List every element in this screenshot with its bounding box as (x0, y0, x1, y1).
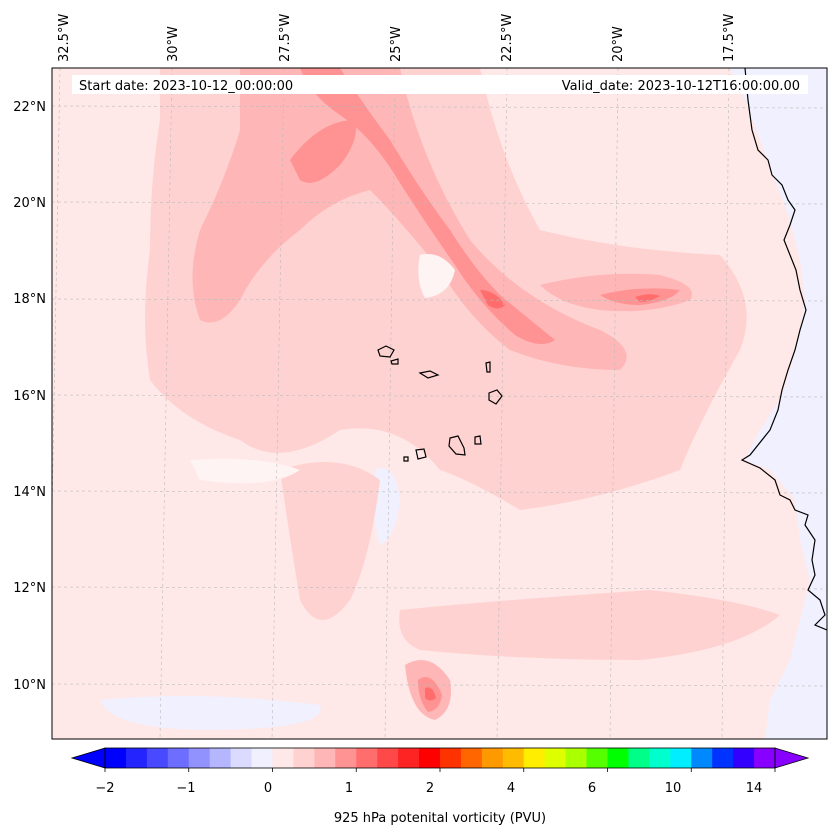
start-date-label: Start date: 2023-10-12_00:00:00 (79, 79, 293, 94)
pv-peak-east (635, 294, 660, 302)
colorbar-cell (272, 748, 294, 768)
longitude-labels: 32.5°W 30°W 27.5°W 25°W 22.5°W 20°W 17.5… (57, 14, 737, 62)
colorbar-cell (314, 748, 336, 768)
pv-peak-south (425, 687, 436, 701)
colorbar-cell (544, 748, 567, 768)
colorbar-cell (398, 748, 420, 768)
lon-label: 22.5°W (500, 14, 515, 62)
colorbar-cell (188, 748, 211, 768)
colorbar-cell (523, 748, 546, 768)
colorbar-cell (628, 748, 650, 768)
colorbar-tick-label: −2 (95, 781, 114, 796)
colorbar-extend-max-arrow (774, 747, 810, 769)
lon-label: 20°W (611, 26, 626, 62)
pv-strong-band-core (290, 120, 356, 183)
colorbar-title: 925 hPa potenital vorticity (PVU) (334, 811, 546, 826)
valid-date-label: Valid_date: 2023-10-12T16:00:00.00 (562, 79, 800, 94)
colorbar-cell (440, 748, 462, 768)
colorbar-cell (419, 748, 441, 768)
colorbar-cells (105, 748, 776, 768)
pv-gap-2 (190, 458, 300, 484)
lon-label: 17.5°W (722, 14, 737, 62)
pv-strong-band (300, 68, 555, 344)
pv-gap (418, 254, 455, 298)
colorbar-cell (356, 748, 378, 768)
colorbar-cell (167, 748, 190, 768)
island-sal (485, 361, 491, 373)
coastline-africa (740, 68, 827, 631)
colorbar-cell (460, 748, 483, 768)
colorbar-cell (586, 748, 608, 768)
island-brava (403, 456, 409, 462)
island-santo-antao (377, 345, 395, 358)
lat-label: 22°N (13, 100, 46, 115)
colorbar: −2 −1 0 1 2 4 6 10 14 925 hPa potenital … (70, 747, 810, 826)
colorbar-tick-label: 2 (426, 781, 434, 796)
graticule (52, 68, 827, 739)
island-santiago (448, 435, 466, 456)
map-panel (52, 68, 827, 739)
pv-negative-patch-2 (373, 468, 400, 545)
island-sao-vicente (390, 358, 399, 365)
colorbar-cell (670, 748, 692, 768)
pv-peak (480, 290, 505, 309)
lat-label: 18°N (13, 292, 46, 307)
island-maio (474, 435, 482, 445)
lat-label: 10°N (13, 678, 46, 693)
colorbar-tick-label: 0 (264, 781, 272, 796)
colorbar-cell (146, 748, 169, 768)
lat-label: 20°N (13, 196, 46, 211)
colorbar-tick-label: 10 (665, 781, 682, 796)
colorbar-cell (691, 748, 713, 768)
pv-light-band-south (280, 462, 380, 620)
island-boa-vista (488, 389, 503, 405)
colorbar-cell (125, 748, 148, 768)
colorbar-tick-label: 14 (746, 781, 763, 796)
lon-label: 25°W (389, 26, 404, 62)
pv-light-band-lower (399, 590, 780, 660)
colorbar-cell (293, 748, 315, 768)
colorbar-cell (607, 748, 629, 768)
colorbar-cell (335, 748, 357, 768)
pv-negative-land-area (730, 68, 827, 739)
colorbar-cell (733, 748, 755, 768)
lon-label: 30°W (166, 26, 181, 62)
colorbar-cell (209, 748, 232, 768)
colorbar-cell (754, 748, 776, 768)
pv-negative-patch (100, 696, 321, 730)
colorbar-tick-label: 1 (345, 781, 353, 796)
latitude-labels: 22°N 20°N 18°N 16°N 14°N 12°N 10°N (13, 100, 46, 693)
island-sao-nicolau (418, 370, 440, 379)
colorbar-tick-label: 6 (588, 781, 596, 796)
colorbar-cell (230, 748, 253, 768)
colorbar-tick-label: 4 (507, 781, 515, 796)
pv-medium-band (192, 68, 627, 370)
colorbar-cell (502, 748, 525, 768)
lon-label: 32.5°W (57, 14, 72, 62)
colorbar-tick-label: −1 (176, 781, 195, 796)
map-frame (51, 67, 828, 740)
lat-label: 14°N (13, 485, 46, 500)
lat-label: 12°N (13, 581, 46, 596)
colorbar-extend-min-arrow (70, 747, 106, 769)
colorbar-cell (105, 748, 127, 768)
colorbar-ticks (104, 768, 776, 772)
date-banner (72, 75, 808, 94)
colorbar-cell (251, 748, 273, 768)
colorbar-cell (649, 748, 671, 768)
island-fogo (415, 448, 427, 460)
colorbar-cell (377, 748, 399, 768)
lon-label: 27.5°W (278, 14, 293, 62)
colorbar-cell (481, 748, 504, 768)
lat-label: 16°N (13, 389, 46, 404)
colorbar-cell (712, 748, 734, 768)
colorbar-cell (565, 748, 588, 768)
